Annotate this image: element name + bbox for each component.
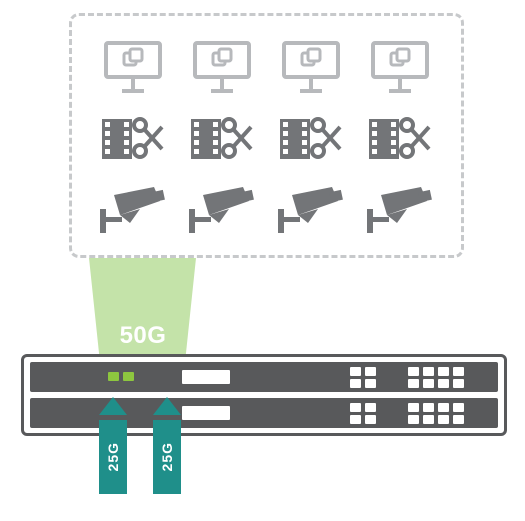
workload-row-virtualization	[98, 34, 435, 100]
lit-ports	[108, 372, 134, 381]
film-scissors-icon	[187, 109, 257, 169]
arrow-head-icon	[99, 397, 127, 415]
port-block	[350, 367, 376, 388]
port-lit-icon	[123, 372, 134, 381]
vm-monitor-icon	[187, 37, 257, 97]
vm-monitor-icon	[98, 37, 168, 97]
port-block	[408, 403, 464, 424]
uplink-label: 25G	[105, 442, 121, 471]
film-scissors-icon	[365, 109, 435, 169]
cctv-camera-icon	[98, 181, 168, 241]
mgmt-slot	[182, 406, 230, 420]
uplink-label: 25G	[159, 442, 175, 471]
uplink-arrow: 25G	[99, 397, 127, 494]
port-lit-icon	[108, 372, 119, 381]
uplink-arrow: 25G	[153, 397, 181, 494]
film-scissors-icon	[98, 109, 168, 169]
vm-monitor-icon	[276, 37, 346, 97]
film-scissors-icon	[276, 109, 346, 169]
workload-row-surveillance	[98, 178, 435, 244]
port-block	[408, 367, 464, 388]
port-block	[350, 403, 376, 424]
vm-monitor-icon	[365, 37, 435, 97]
workload-box	[69, 13, 464, 258]
cctv-camera-icon	[187, 181, 257, 241]
diagram-canvas: 50G	[0, 0, 525, 521]
uplink-arrows: 25G 25G	[99, 397, 181, 494]
mgmt-slot	[182, 370, 230, 384]
beam-label: 50G	[104, 322, 182, 350]
workload-row-video-editing	[98, 106, 435, 172]
cctv-camera-icon	[365, 181, 435, 241]
cctv-camera-icon	[276, 181, 346, 241]
arrow-head-icon	[153, 397, 181, 415]
